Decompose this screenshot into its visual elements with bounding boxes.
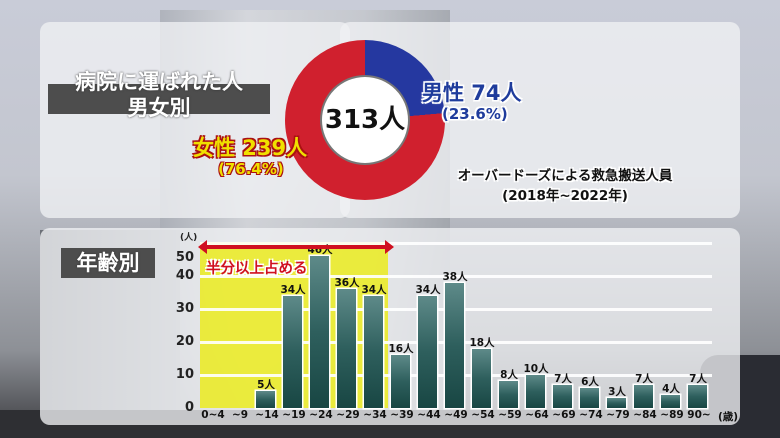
double-arrow-icon	[198, 240, 394, 254]
age-panel	[40, 228, 740, 425]
bar-30-34	[364, 296, 383, 408]
x-tick: 90~	[687, 409, 711, 421]
x-tick: ~39	[390, 409, 414, 421]
x-tick: ~84	[633, 409, 657, 421]
female-percentage: (76.4%)	[218, 160, 284, 178]
gender-title: 病院に運ばれた人 男女別	[48, 70, 270, 120]
x-tick: ~59	[498, 409, 522, 421]
bar-label: 4人	[662, 383, 680, 395]
x-tick: ~49	[444, 409, 468, 421]
bar-45-49	[445, 283, 464, 408]
gender-title-line1: 病院に運ばれた人	[75, 70, 243, 94]
bar-85-89	[661, 395, 680, 408]
bar-80-84	[634, 385, 653, 408]
male-percentage: (23.6%)	[442, 105, 508, 123]
x-tick: ~89	[660, 409, 684, 421]
x-tick: ~24	[309, 409, 333, 421]
chart-caption: オーバードーズによる救急搬送人員 (2018年~2022年)	[435, 166, 695, 206]
x-tick: ~29	[336, 409, 360, 421]
x-tick: ~64	[525, 409, 549, 421]
age-title: 年齢別	[61, 248, 155, 278]
bar-40-44	[418, 296, 437, 408]
bar-label: 34人	[280, 284, 306, 296]
bar-label: 16人	[388, 343, 414, 355]
bar-label: 18人	[469, 337, 495, 349]
bar-35-39	[391, 355, 410, 408]
gender-donut-chart: 313人	[285, 40, 445, 200]
x-tick: ~19	[282, 409, 306, 421]
bar-label: 7人	[689, 373, 707, 385]
x-tick: ~54	[471, 409, 495, 421]
y-tick-20: 20	[175, 334, 194, 349]
bar-label: 5人	[257, 379, 275, 391]
bar-75-79	[607, 398, 626, 408]
age-bar-chart: 5人 34人 46人 36人 34人 16人 34人 38人 18人 8人 10…	[200, 242, 712, 408]
total-count: 313人	[324, 105, 406, 135]
bar-15-19	[283, 296, 302, 408]
bar-70-74	[580, 388, 599, 408]
x-tick: ~69	[552, 409, 576, 421]
bar-25-29	[337, 289, 356, 408]
y-axis-unit: (人)	[180, 233, 198, 243]
caption-line1: オーバードーズによる救急搬送人員	[457, 168, 673, 184]
bar-50-54	[472, 349, 491, 408]
bar-label: 36人	[334, 277, 360, 289]
x-tick: ~34	[363, 409, 387, 421]
y-tick-10: 10	[175, 367, 194, 382]
x-tick: ~14	[255, 409, 279, 421]
x-axis-unit: (歳)	[717, 411, 739, 423]
female-label: 女性 239人	[193, 136, 308, 160]
x-tick: ~74	[579, 409, 603, 421]
bar-90-plus	[688, 385, 707, 408]
gridline-40	[200, 275, 712, 278]
bar-label: 10人	[523, 363, 549, 375]
donut-center: 313人	[322, 77, 408, 163]
bar-label: 38人	[442, 271, 468, 283]
bar-65-69	[553, 385, 572, 408]
y-tick-40: 40	[175, 268, 194, 283]
bar-10-14	[256, 391, 275, 408]
majority-annotation: 半分以上占める	[206, 261, 308, 277]
bar-55-59	[499, 381, 518, 408]
y-tick-30: 30	[175, 301, 194, 316]
x-tick: ~79	[606, 409, 630, 421]
x-tick: ~44	[417, 409, 441, 421]
y-tick-50: 50	[175, 250, 194, 265]
x-tick: 0~4	[201, 409, 225, 421]
bar-20-24	[310, 256, 329, 408]
bar-label: 6人	[581, 376, 599, 388]
bar-60-64	[526, 375, 545, 408]
male-label: 男性 74人	[422, 81, 522, 105]
bar-label: 7人	[635, 373, 653, 385]
bar-label: 34人	[415, 284, 441, 296]
bar-label: 34人	[361, 284, 387, 296]
bar-label: 8人	[500, 369, 518, 381]
bar-label: 3人	[608, 386, 626, 398]
bar-label: 7人	[554, 373, 572, 385]
gender-title-line2: 男女別	[127, 96, 191, 120]
gridline-50	[200, 242, 712, 245]
y-tick-0: 0	[184, 400, 194, 415]
x-tick: ~9	[231, 409, 249, 421]
caption-line2: (2018年~2022年)	[502, 188, 628, 204]
